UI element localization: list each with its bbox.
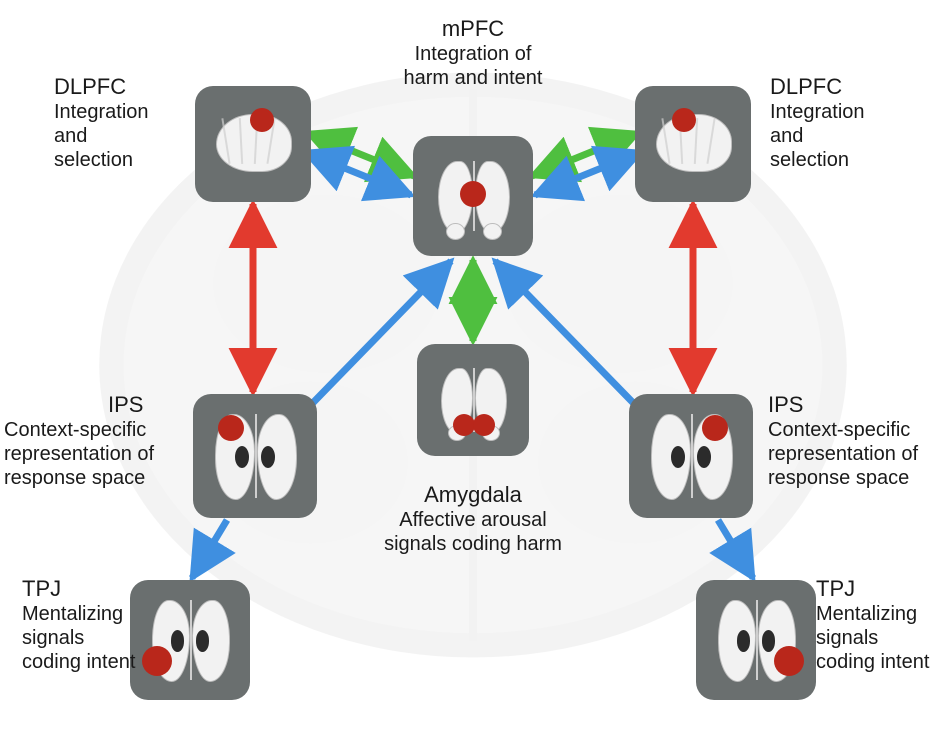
label-tpj-right-title: TPJ bbox=[816, 576, 855, 602]
node-mpfc bbox=[413, 136, 533, 256]
label-tpj-left-desc: Mentalizing signals coding intent bbox=[22, 602, 135, 674]
label-ips-right-desc: Context-specific representation of respo… bbox=[768, 418, 918, 490]
region-marker-dot bbox=[672, 108, 696, 132]
region-marker-dot bbox=[460, 181, 486, 207]
label-amygdala-title: Amygdala bbox=[0, 482, 946, 508]
label-ips-left-desc: Context-specific representation of respo… bbox=[4, 418, 154, 490]
label-dlpfc-left-desc: Integration and selection bbox=[54, 100, 149, 172]
region-marker-dot bbox=[473, 414, 495, 436]
region-marker-dot bbox=[250, 108, 274, 132]
node-tpj-right bbox=[696, 580, 816, 700]
diagram-root: mPFC Integration of harm and intent DLPF… bbox=[0, 0, 946, 729]
label-tpj-left-title: TPJ bbox=[22, 576, 61, 602]
label-dlpfc-left-title: DLPFC bbox=[54, 74, 126, 100]
label-dlpfc-right-desc: Integration and selection bbox=[770, 100, 865, 172]
node-dlpfc-right bbox=[635, 86, 751, 202]
label-dlpfc-right-title: DLPFC bbox=[770, 74, 842, 100]
region-marker-dot bbox=[702, 415, 728, 441]
node-dlpfc-left bbox=[195, 86, 311, 202]
node-tpj-left bbox=[130, 580, 250, 700]
region-marker-dot bbox=[453, 414, 475, 436]
label-mpfc-title: mPFC bbox=[0, 16, 946, 42]
label-ips-right-title: IPS bbox=[768, 392, 803, 418]
node-amygdala bbox=[417, 344, 529, 456]
label-ips-left-title: IPS bbox=[108, 392, 143, 418]
label-amygdala-desc: Affective arousal signals coding harm bbox=[0, 508, 946, 556]
label-tpj-right-desc: Mentalizing signals coding intent bbox=[816, 602, 929, 674]
region-marker-dot bbox=[774, 646, 804, 676]
